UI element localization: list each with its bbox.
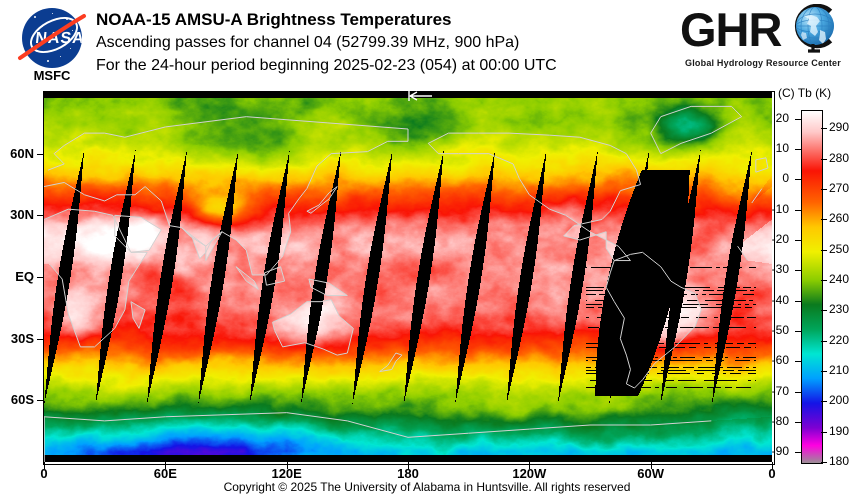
colorbar-label-kelvin: 250 bbox=[829, 241, 850, 256]
x-axis-label: 180 bbox=[397, 466, 419, 481]
colorbar-label-celsius: -90 bbox=[771, 444, 789, 459]
page-subtitle-period: For the 24-hour period beginning 2025-02… bbox=[96, 57, 557, 74]
colorbar-tick-celsius bbox=[795, 148, 801, 150]
x-axis-label: 60E bbox=[153, 466, 177, 481]
x-axis-label: 0 bbox=[768, 466, 776, 481]
x-tick bbox=[44, 462, 45, 469]
colorbar-label-kelvin: 240 bbox=[829, 271, 850, 286]
x-axis-label: 120W bbox=[512, 466, 547, 481]
colorbar-label-kelvin: 200 bbox=[829, 393, 850, 408]
nasa-logo: NASA MSFC bbox=[14, 6, 90, 83]
colorbar-label-kelvin: 190 bbox=[829, 423, 850, 438]
copyright-notice: Copyright © 2025 The University of Alaba… bbox=[223, 480, 631, 494]
ghrc-tagline: Global Hydrology Resource Center bbox=[685, 58, 841, 68]
colorbar-label-kelvin: 230 bbox=[829, 302, 850, 317]
title-block: NOAA-15 AMSU-A Brightness Temperatures A… bbox=[96, 8, 656, 77]
colorbar-tick-kelvin bbox=[821, 128, 827, 130]
nasa-red-swoosh bbox=[18, 14, 86, 60]
colorbar-tick-celsius bbox=[795, 361, 801, 363]
colorbar-label-celsius: -80 bbox=[771, 414, 789, 429]
colorbar-tick-celsius bbox=[795, 300, 801, 302]
y-axis-label: 60S bbox=[10, 392, 34, 408]
colorbar-label-kelvin: 270 bbox=[829, 180, 850, 195]
y-tick bbox=[37, 153, 44, 155]
star-field bbox=[22, 8, 82, 68]
colorbar-label-celsius: -10 bbox=[771, 201, 789, 216]
y-tick bbox=[37, 338, 44, 340]
colorbar-label-celsius: -50 bbox=[771, 323, 789, 338]
colorbar-tick-celsius bbox=[795, 209, 801, 211]
colorbar-tick-kelvin bbox=[821, 219, 827, 221]
colorbar-tick-kelvin bbox=[821, 279, 827, 281]
y-axis-label: 60N bbox=[10, 145, 34, 161]
colorbar-label-celsius: -30 bbox=[771, 262, 789, 277]
colorbar-tick-kelvin bbox=[821, 188, 827, 190]
colorbar-tick-kelvin bbox=[821, 401, 827, 403]
ghrc-logo: GHR Global Hydrology Resource Center bbox=[678, 2, 846, 80]
colorbar-header: (C) Tb (K) bbox=[778, 86, 832, 100]
colorbar-label-celsius: 10 bbox=[775, 140, 789, 155]
page-subtitle-channel: Ascending passes for channel 04 (52799.3… bbox=[96, 34, 520, 51]
colorbar-tick-celsius bbox=[795, 240, 801, 242]
nasa-center-label: MSFC bbox=[33, 68, 71, 83]
colorbar-label-kelvin: 220 bbox=[829, 332, 850, 347]
x-tick bbox=[529, 462, 531, 469]
colorbar-tick-celsius bbox=[795, 118, 801, 120]
colorbar-tick-kelvin bbox=[821, 462, 827, 463]
y-axis-label: EQ bbox=[15, 269, 34, 284]
colorbar-label-kelvin: 260 bbox=[829, 211, 850, 226]
colorbar-tick-celsius bbox=[795, 422, 801, 424]
left-arrow-cursor-icon bbox=[408, 91, 432, 101]
page-title: NOAA-15 AMSU-A Brightness Temperatures bbox=[96, 10, 452, 29]
x-tick bbox=[650, 462, 652, 469]
x-tick bbox=[165, 462, 167, 469]
colorbar-label-celsius: 20 bbox=[775, 110, 789, 125]
x-tick bbox=[286, 462, 288, 469]
colorbar-label-celsius: -20 bbox=[771, 232, 789, 247]
colorbar-tick-celsius bbox=[795, 452, 801, 454]
y-axis-label: 30S bbox=[10, 330, 34, 346]
colorbar-tick-kelvin bbox=[821, 158, 827, 160]
x-tick bbox=[772, 462, 773, 469]
colorbar-label-kelvin: 210 bbox=[829, 362, 850, 377]
y-tick bbox=[37, 400, 44, 402]
brightness-temperature-heatmap[interactable] bbox=[44, 92, 772, 462]
x-axis-label: 0 bbox=[40, 466, 48, 481]
colorbar-label-kelvin: 280 bbox=[829, 150, 850, 165]
colorbar-tick-kelvin bbox=[821, 249, 827, 251]
colorbar-tick-kelvin bbox=[821, 370, 827, 372]
x-axis-label: 60W bbox=[637, 466, 665, 481]
colorbar-tick-celsius bbox=[795, 270, 801, 272]
colorbar-label-celsius: -60 bbox=[771, 353, 789, 368]
x-tick bbox=[408, 462, 409, 469]
colorbar-tick-kelvin bbox=[821, 340, 827, 342]
svg-text:GHR: GHR bbox=[680, 4, 782, 56]
colorbar-tick-celsius bbox=[795, 179, 801, 181]
y-tick bbox=[37, 215, 44, 217]
colorbar-label-kelvin: 180 bbox=[829, 454, 850, 468]
x-axis-label: 120E bbox=[271, 466, 302, 481]
colorbar-tick-celsius bbox=[795, 331, 801, 333]
colorbar-tick-kelvin bbox=[821, 310, 827, 312]
ghrc-acronym: GHR bbox=[680, 4, 834, 56]
y-tick bbox=[37, 277, 44, 278]
colorbar-label-celsius: 0 bbox=[782, 171, 789, 186]
colorbar-tick-kelvin bbox=[821, 431, 827, 433]
colorbar-tick-celsius bbox=[795, 391, 801, 393]
y-axis-label: 30N bbox=[10, 207, 34, 223]
colorbar-label-celsius: -70 bbox=[771, 383, 789, 398]
colorbar-label-celsius: -40 bbox=[771, 292, 789, 307]
colorbar[interactable] bbox=[801, 110, 823, 464]
colorbar-label-kelvin: 290 bbox=[829, 120, 850, 135]
colorbar-gradient bbox=[802, 111, 822, 463]
map-panel[interactable] bbox=[44, 92, 772, 462]
